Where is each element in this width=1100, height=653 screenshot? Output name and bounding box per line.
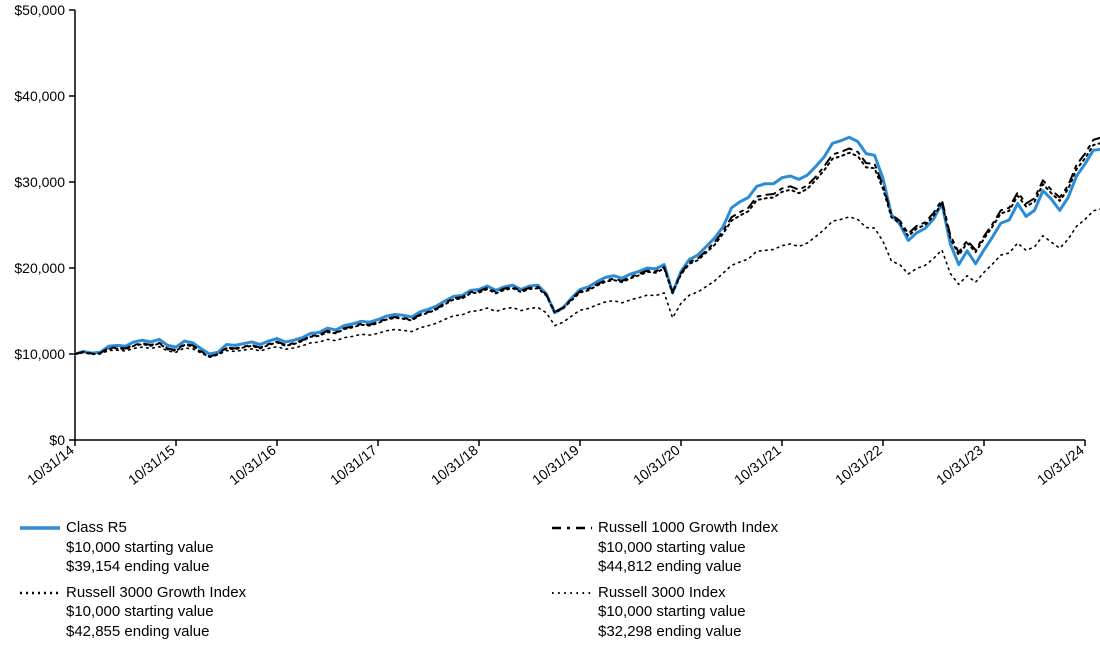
series-line (75, 103, 1100, 354)
legend-series-name: Russell 3000 Index (598, 583, 746, 603)
x-axis-tick-label: 10/31/15 (125, 442, 178, 488)
legend-ending-value: $39,154 ending value (66, 557, 214, 577)
x-axis-tick-label: 10/31/19 (529, 442, 582, 488)
legend-item: Class R5$10,000 starting value$39,154 en… (18, 518, 550, 577)
chart-svg: $0$10,000$20,000$30,000$40,000$50,00010/… (0, 0, 1100, 520)
y-axis-tick-label: $40,000 (14, 88, 65, 104)
chart-legend: Class R5$10,000 starting value$39,154 en… (18, 518, 1082, 641)
legend-ending-value: $42,855 ending value (66, 622, 246, 642)
series-line (75, 162, 1100, 357)
legend-starting-value: $10,000 starting value (66, 538, 214, 558)
legend-series-name: Russell 1000 Growth Index (598, 518, 778, 538)
series-line (75, 55, 1100, 357)
legend-starting-value: $10,000 starting value (598, 602, 746, 622)
legend-swatch (18, 587, 62, 599)
legend-swatch (550, 587, 594, 599)
y-axis-tick-label: $50,000 (14, 2, 65, 18)
x-axis-tick-label: 10/31/24 (1034, 442, 1087, 488)
legend-column: Russell 1000 Growth Index$10,000 startin… (550, 518, 1082, 641)
x-axis-tick-label: 10/31/18 (428, 442, 481, 488)
legend-starting-value: $10,000 starting value (66, 602, 246, 622)
legend-starting-value: $10,000 starting value (598, 538, 778, 558)
series-line (75, 71, 1100, 357)
legend-item: Russell 3000 Index$10,000 starting value… (550, 583, 1082, 642)
y-axis-tick-label: $20,000 (14, 260, 65, 276)
x-axis-tick-label: 10/31/14 (24, 442, 77, 488)
legend-series-name: Russell 3000 Growth Index (66, 583, 246, 603)
x-axis-tick-label: 10/31/23 (933, 442, 986, 488)
legend-swatch (18, 522, 62, 534)
legend-ending-value: $32,298 ending value (598, 622, 746, 642)
legend-item: Russell 3000 Growth Index$10,000 startin… (18, 583, 550, 642)
x-axis-tick-label: 10/31/21 (731, 442, 784, 488)
x-axis-tick-label: 10/31/20 (630, 442, 683, 488)
legend-swatch (550, 522, 594, 534)
growth-chart: $0$10,000$20,000$30,000$40,000$50,00010/… (0, 0, 1100, 653)
legend-series-name: Class R5 (66, 518, 214, 538)
legend-column: Class R5$10,000 starting value$39,154 en… (18, 518, 550, 641)
x-axis-tick-label: 10/31/22 (832, 442, 885, 488)
legend-ending-value: $44,812 ending value (598, 557, 778, 577)
x-axis-tick-label: 10/31/16 (226, 442, 279, 488)
y-axis-tick-label: $10,000 (14, 346, 65, 362)
x-axis-tick-label: 10/31/17 (327, 442, 380, 488)
legend-item: Russell 1000 Growth Index$10,000 startin… (550, 518, 1082, 577)
y-axis-tick-label: $30,000 (14, 174, 65, 190)
